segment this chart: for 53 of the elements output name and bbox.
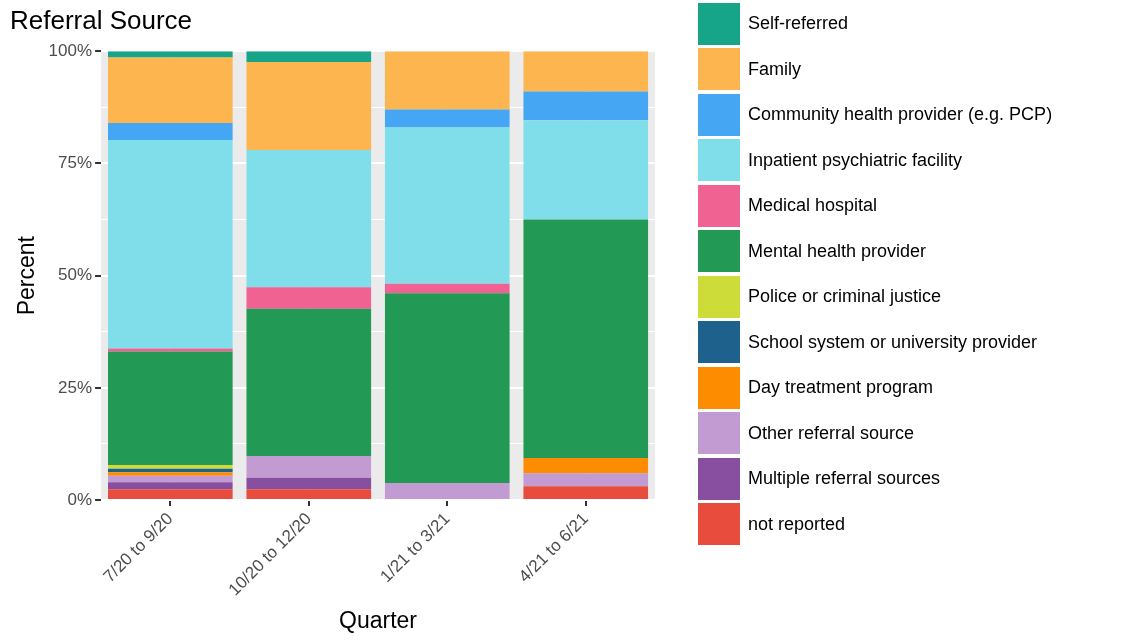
- bar: [108, 140, 233, 349]
- bar: [108, 472, 233, 476]
- bar: [108, 123, 233, 141]
- bar: [384, 109, 510, 128]
- bar: [246, 477, 372, 490]
- legend-label: Medical hospital: [748, 195, 878, 217]
- y-axis-title: Percent: [13, 235, 40, 316]
- bar: [384, 51, 510, 110]
- y-tick-label: 50%: [58, 265, 93, 285]
- legend-label: Mental health provider: [748, 240, 927, 262]
- legend-label: Self-referred: [748, 13, 849, 35]
- legend-label: Day treatment program: [748, 377, 934, 399]
- legend-label: Family: [748, 58, 801, 80]
- y-tick-label: 25%: [58, 377, 93, 397]
- bar: [384, 127, 510, 284]
- bar: [384, 283, 510, 294]
- bar: [523, 473, 649, 487]
- bar: [246, 61, 372, 150]
- legend-label: Police or criminal justice: [748, 286, 942, 308]
- legend-label: Multiple referral sources: [748, 468, 941, 490]
- chart-title: Referral Source: [10, 4, 193, 35]
- bar: [108, 489, 233, 500]
- bar: [523, 91, 649, 121]
- bar: [246, 489, 372, 500]
- bar: [523, 219, 649, 458]
- bar: [108, 465, 233, 469]
- bar: [384, 293, 510, 484]
- bar: [246, 456, 372, 478]
- legend-label: Inpatient psychiatric facility: [748, 149, 963, 171]
- x-tick-label: 4/21 to 6/21: [514, 509, 592, 586]
- bar: [523, 120, 649, 220]
- x-tick-label: 1/21 to 3/21: [376, 509, 454, 586]
- bar: [523, 51, 649, 92]
- bar: [523, 486, 649, 500]
- bar: [246, 287, 372, 309]
- legend-label: not reported: [748, 513, 846, 535]
- bar: [108, 57, 233, 124]
- legend-label: Other referral source: [748, 422, 915, 444]
- bar: [108, 351, 233, 466]
- y-tick-label: 0%: [67, 489, 93, 509]
- bar: [384, 483, 510, 500]
- legend-label: School system or university provider: [748, 331, 1038, 353]
- legend-label: Community health provider (e.g. PCP): [748, 104, 1053, 126]
- bar: [108, 348, 233, 352]
- bar: [246, 308, 372, 457]
- y-tick-label: 75%: [58, 153, 93, 173]
- bar: [246, 51, 372, 62]
- bar: [246, 149, 372, 288]
- bar: [523, 457, 649, 474]
- bar: [108, 482, 233, 490]
- y-tick-label: 100%: [48, 40, 93, 60]
- bar: [108, 475, 233, 483]
- x-axis-title: Quarter: [339, 606, 418, 633]
